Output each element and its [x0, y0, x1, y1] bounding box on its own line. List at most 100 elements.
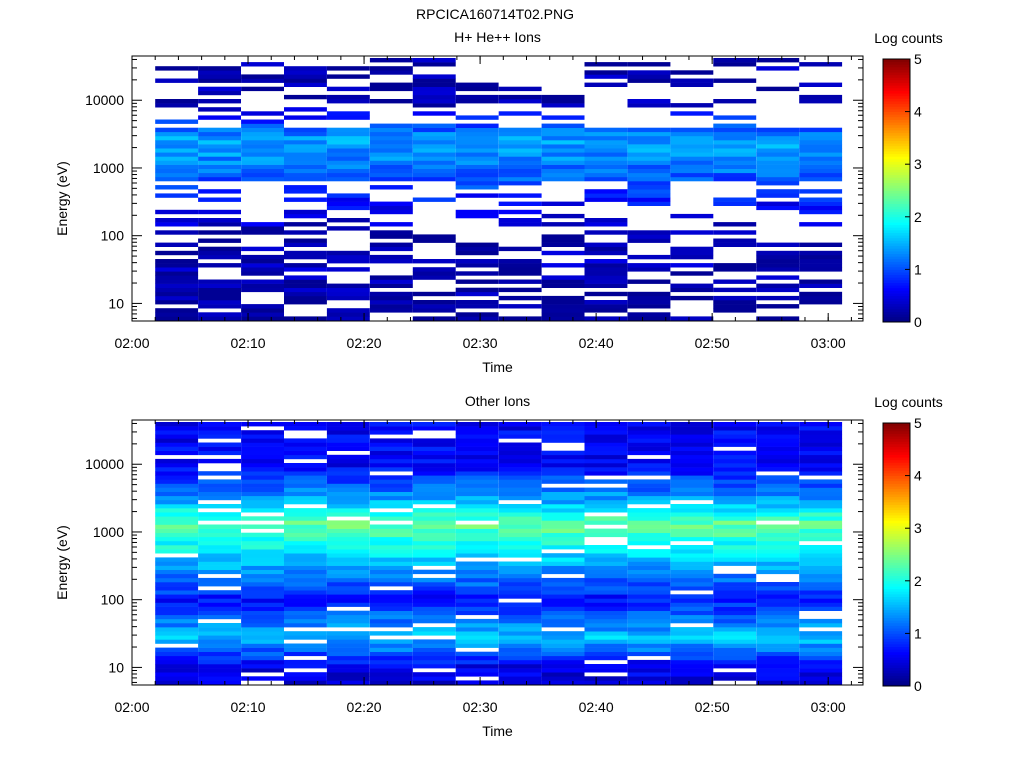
heatmap-cell	[198, 668, 241, 673]
heatmap-cell	[713, 524, 757, 529]
heatmap-cell	[713, 201, 757, 206]
heatmap-cell	[326, 94, 370, 100]
heatmap-cell	[412, 99, 456, 104]
heatmap-cell	[756, 458, 800, 464]
heatmap-cell	[198, 458, 241, 464]
heatmap-cell	[155, 312, 199, 317]
heatmap-cell	[326, 463, 370, 468]
colorbar-tick-label: 4	[914, 104, 922, 120]
heatmap-cell	[326, 631, 370, 636]
heatmap-cell	[198, 74, 241, 79]
colorbar-segment	[883, 565, 910, 569]
heatmap-cell	[241, 442, 284, 447]
heatmap-cell	[541, 545, 585, 550]
heatmap-cell	[155, 655, 199, 661]
heatmap-cell	[369, 201, 413, 206]
heatmap-cell	[627, 430, 671, 435]
heatmap-cell	[326, 259, 370, 264]
heatmap-cell	[326, 561, 370, 566]
heatmap-cell	[198, 152, 241, 157]
heatmap-cell	[284, 74, 327, 79]
heatmap-cell	[541, 471, 585, 476]
colorbar-segment	[883, 486, 910, 490]
heatmap-cell	[584, 316, 628, 321]
heatmap-cell	[455, 463, 499, 468]
heatmap-cell	[799, 590, 843, 595]
heatmap-cell	[455, 618, 499, 624]
colorbar-segment	[883, 462, 910, 466]
heatmap-cell	[627, 573, 671, 579]
heatmap-cell	[412, 672, 456, 677]
heatmap-cell	[412, 140, 456, 145]
heatmap-cell	[799, 450, 843, 456]
heatmap-cell	[799, 623, 843, 628]
heatmap-cell	[369, 242, 413, 247]
heatmap-cell	[756, 205, 800, 211]
heatmap-cell	[155, 475, 199, 480]
heatmap-cell	[326, 553, 370, 558]
colorbar-segment	[883, 229, 910, 233]
heatmap-cell	[713, 131, 757, 137]
heatmap-cell	[155, 152, 199, 157]
heatmap-cell	[326, 520, 370, 525]
heatmap-cell	[713, 279, 757, 284]
heatmap-cell	[369, 308, 413, 313]
heatmap-cell	[799, 528, 843, 533]
heatmap-cell	[670, 172, 714, 178]
heatmap-cell	[627, 512, 671, 517]
heatmap-cell	[369, 532, 413, 538]
colorbar-segment	[883, 303, 910, 307]
heatmap-cell	[498, 475, 542, 480]
heatmap-cell	[541, 561, 585, 566]
heatmap-cell	[369, 458, 413, 464]
heatmap-cell	[326, 267, 370, 272]
heatmap-cell	[670, 168, 714, 174]
heatmap-cell	[670, 156, 714, 161]
heatmap-cell	[198, 218, 241, 223]
heatmap-cell	[241, 627, 284, 632]
colorbar-segment	[883, 549, 910, 553]
heatmap-cell	[584, 172, 628, 178]
heatmap-cell	[241, 606, 284, 611]
heatmap-cell	[455, 242, 499, 247]
heatmap-cell	[284, 254, 327, 260]
colorbar-segment	[883, 235, 910, 239]
y-axis-label: Energy (eV)	[54, 525, 70, 600]
heatmap-cell	[241, 454, 284, 460]
heatmap-cell	[713, 430, 757, 435]
heatmap-cell	[284, 561, 327, 566]
heatmap-cell	[627, 304, 671, 309]
colorbar-segment	[883, 222, 910, 226]
heatmap-cell	[198, 295, 241, 301]
heatmap-cell	[498, 516, 542, 521]
heatmap-cell	[713, 643, 757, 648]
heatmap-cell	[369, 300, 413, 305]
heatmap-cell	[412, 78, 456, 83]
y-tick-label: 100	[101, 228, 125, 244]
heatmap-cell	[326, 193, 370, 198]
heatmap-cell	[284, 463, 327, 468]
heatmap-cell	[198, 614, 241, 620]
heatmap-cell	[584, 450, 628, 456]
heatmap-cell	[756, 131, 800, 137]
heatmap-cell	[284, 618, 327, 624]
heatmap-cell	[627, 549, 671, 554]
colorbar-tick-label: 1	[914, 261, 922, 277]
heatmap-cell	[498, 651, 542, 657]
heatmap-cell	[756, 242, 800, 247]
heatmap-cell	[412, 487, 456, 492]
colorbar-segment	[883, 190, 910, 194]
heatmap-cell	[284, 549, 327, 554]
heatmap-cell	[326, 565, 370, 570]
heatmap-cell	[670, 614, 714, 620]
colorbar-segment	[883, 607, 910, 611]
heatmap-cell	[284, 446, 327, 451]
y-axis-label: Energy (eV)	[54, 161, 70, 236]
heatmap-cell	[155, 512, 199, 517]
colorbar-segment	[883, 59, 910, 63]
heatmap-cell	[627, 254, 671, 260]
heatmap-cell	[412, 131, 456, 137]
heatmap-cell	[627, 627, 671, 632]
heatmap-cell	[241, 226, 284, 231]
colorbar-segment	[883, 683, 910, 687]
